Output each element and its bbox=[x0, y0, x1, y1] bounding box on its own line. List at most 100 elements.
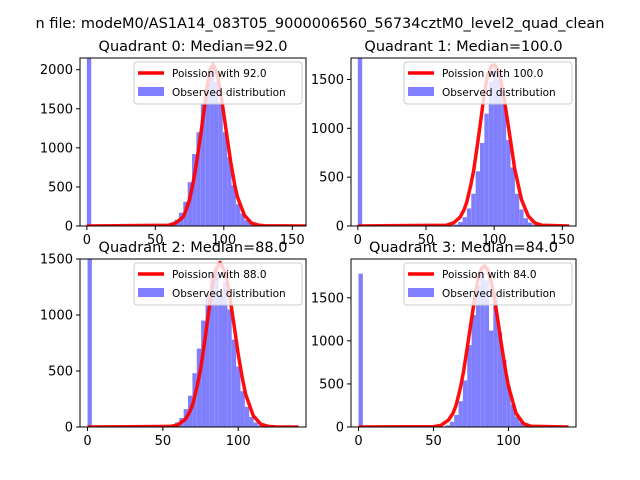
y-tick-label: 1000 bbox=[40, 141, 73, 156]
histogram-bar bbox=[257, 425, 263, 427]
legend-box bbox=[403, 262, 573, 306]
legend: Poission with 92.0 Observed distribution bbox=[133, 61, 303, 105]
x-tick-label: 150 bbox=[550, 233, 575, 248]
legend-observed-label: Observed distribution bbox=[442, 87, 556, 99]
legend-observed-label: Observed distribution bbox=[172, 288, 286, 300]
x-tick-label: 100 bbox=[226, 434, 251, 449]
histogram-bar bbox=[231, 185, 236, 226]
legend-poisson-label: Poission with 88.0 bbox=[172, 269, 267, 281]
histogram-bar bbox=[192, 154, 197, 226]
histogram-bar bbox=[454, 414, 459, 427]
axes-frame bbox=[79, 258, 307, 428]
histogram-bar bbox=[497, 332, 503, 427]
histogram-bar bbox=[218, 294, 223, 427]
y-tick-label: 500 bbox=[319, 377, 344, 392]
plot-area bbox=[87, 259, 299, 427]
legend-box bbox=[133, 262, 303, 306]
histogram-bar bbox=[445, 425, 450, 427]
histogram-bar bbox=[475, 284, 481, 427]
x-tick-label: 0 bbox=[354, 233, 362, 248]
legend-box bbox=[133, 61, 303, 105]
histogram-bar bbox=[489, 330, 494, 427]
histogram-bar bbox=[209, 65, 214, 226]
histogram-bar bbox=[506, 385, 511, 427]
y-tick-label: 1500 bbox=[40, 102, 73, 117]
legend-box bbox=[403, 61, 573, 105]
histogram-bar bbox=[214, 270, 219, 427]
histogram-bar bbox=[475, 171, 480, 226]
histogram-bar bbox=[213, 81, 219, 226]
legend-observed-swatch bbox=[408, 288, 434, 297]
histogram-bar bbox=[235, 204, 241, 226]
x-tick-label: 50 bbox=[155, 434, 172, 449]
histogram-bar bbox=[209, 272, 215, 427]
x-tick-label: 100 bbox=[496, 434, 521, 449]
legend-observed-label: Observed distribution bbox=[172, 87, 286, 99]
y-tick-label: 0 bbox=[65, 220, 73, 235]
histogram-bar bbox=[218, 102, 223, 226]
histogram-bar bbox=[244, 406, 250, 427]
legend-poisson-label: Poission with 84.0 bbox=[442, 269, 537, 281]
histogram-bar bbox=[196, 348, 202, 427]
x-tick-label: 0 bbox=[83, 233, 91, 248]
legend: Poission with 88.0 Observed distribution bbox=[133, 262, 303, 306]
histogram-bar bbox=[523, 218, 528, 226]
x-tick-label: 50 bbox=[425, 434, 442, 449]
histogram-bar bbox=[87, 259, 92, 427]
histogram-bar bbox=[467, 345, 472, 427]
histogram-bar bbox=[519, 422, 524, 427]
y-tick-label: 1000 bbox=[311, 122, 344, 137]
histogram-bar bbox=[205, 85, 210, 226]
histogram-bar bbox=[510, 167, 515, 226]
histogram-bar bbox=[462, 380, 468, 427]
legend-poisson-label: Poission with 100.0 bbox=[442, 68, 543, 80]
histogram-bar bbox=[453, 224, 459, 226]
histogram-bar bbox=[471, 193, 476, 226]
legend-observed-label: Observed distribution bbox=[442, 288, 556, 300]
histogram-bar bbox=[480, 271, 485, 427]
y-tick-label: 500 bbox=[319, 171, 344, 186]
histogram-bar bbox=[497, 79, 502, 226]
legend-observed-swatch bbox=[408, 87, 434, 96]
histogram-bar bbox=[458, 222, 463, 226]
y-tick-label: 500 bbox=[48, 180, 73, 195]
legend: Poission with 84.0 Observed distribution bbox=[403, 262, 573, 306]
x-tick-label: 100 bbox=[482, 233, 507, 248]
histogram-bar bbox=[249, 416, 254, 427]
histogram-bar bbox=[501, 103, 507, 226]
axes-frame bbox=[350, 57, 577, 227]
histogram-bar bbox=[236, 366, 241, 427]
x-tick-label: 50 bbox=[418, 233, 435, 248]
histogram-bar bbox=[466, 208, 472, 226]
poisson-curve bbox=[87, 260, 299, 427]
x-tick-label: 50 bbox=[147, 233, 164, 248]
axes-frame bbox=[79, 57, 307, 227]
histogram-bar bbox=[532, 224, 537, 226]
y-tick-label: 0 bbox=[336, 220, 344, 235]
y-tick-label: 1000 bbox=[40, 309, 73, 324]
histogram-bar bbox=[519, 209, 524, 226]
histogram-bar bbox=[200, 104, 206, 226]
x-tick-label: 0 bbox=[83, 434, 91, 449]
x-tick-label: 150 bbox=[280, 233, 305, 248]
y-tick-label: 500 bbox=[48, 365, 73, 380]
plot-area bbox=[358, 264, 569, 427]
histogram-bar bbox=[488, 81, 494, 226]
histogram-bar bbox=[506, 140, 511, 226]
histogram-bar bbox=[201, 320, 206, 427]
histogram-bar bbox=[240, 213, 245, 226]
histogram-bar bbox=[222, 132, 228, 226]
histogram-bar bbox=[484, 280, 489, 427]
legend-observed-swatch bbox=[138, 87, 164, 96]
plot-area bbox=[86, 58, 306, 226]
histogram-bar bbox=[253, 422, 258, 427]
y-tick-label: 1000 bbox=[311, 334, 344, 349]
y-tick-label: 1500 bbox=[311, 291, 344, 306]
histogram-bar bbox=[358, 273, 363, 427]
axes-frame bbox=[350, 258, 577, 428]
histogram-bar bbox=[514, 193, 520, 226]
